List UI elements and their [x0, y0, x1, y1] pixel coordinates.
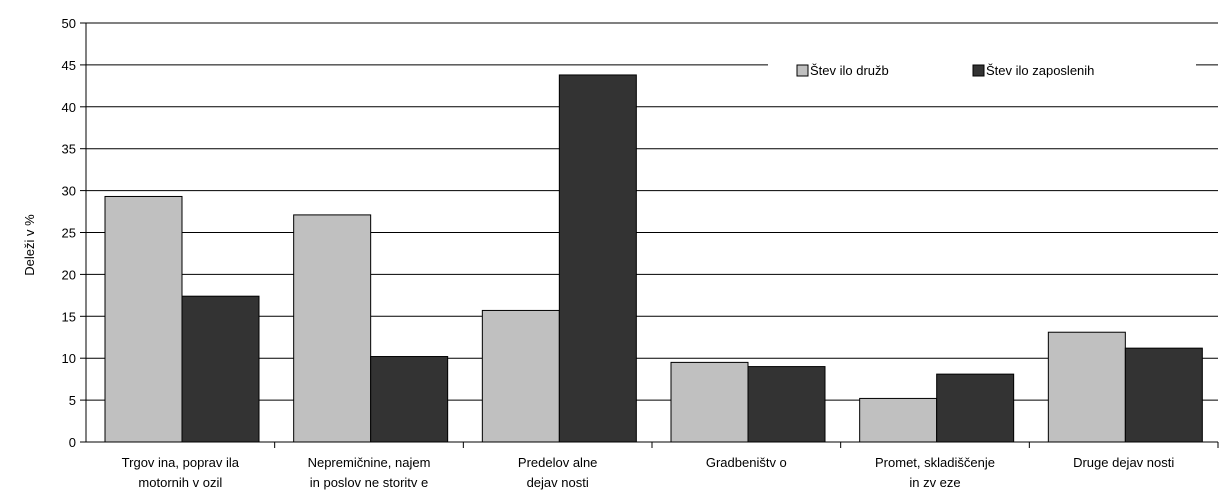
bar-stevilo-druzb: [670, 361, 749, 443]
legend-label: Štev ilo zaposlenih: [986, 63, 1094, 78]
bar-stevilo-druzb: [104, 195, 183, 443]
y-tick-labels: 0 5 10 15 20 25 30 35 40 45 50: [62, 16, 76, 450]
y-tick-label: 20: [62, 267, 76, 282]
y-tick-label: 45: [62, 58, 76, 73]
bar-stevilo-druzb: [481, 309, 560, 443]
bar-stevilo-zaposlenih: [936, 373, 1015, 443]
y-tick-label: 35: [62, 142, 76, 157]
axes: [80, 22, 1219, 448]
bars: [104, 74, 1203, 443]
x-tick-label: Trgov ina, poprav ila motornih v ozil: [122, 455, 240, 490]
legend-label: Štev ilo družb: [810, 63, 889, 78]
y-tick-label: 40: [62, 100, 76, 115]
x-tick-labels: Trgov ina, poprav ila motornih v ozil Nepr…: [122, 455, 1175, 490]
bar-stevilo-druzb: [293, 214, 372, 443]
bar-stevilo-zaposlenih: [181, 295, 260, 443]
y-tick-label: 0: [69, 435, 76, 450]
x-tick-label: Gradbeništv o: [706, 455, 787, 470]
y-tick-label: 25: [62, 226, 76, 241]
y-tick-label: 15: [62, 309, 76, 324]
bar-stevilo-zaposlenih: [370, 356, 449, 443]
y-tick-label: 30: [62, 184, 76, 199]
y-tick-label: 5: [69, 393, 76, 408]
x-tick-label: Nepremičnine, najem in poslov ne storitv …: [308, 455, 431, 490]
bar-stevilo-druzb: [859, 397, 938, 443]
legend: Štev ilo družb Štev ilo zaposlenih: [768, 58, 1196, 84]
x-tick-label: Predelov alne dejav nosti: [518, 455, 598, 490]
bar-stevilo-zaposlenih: [1124, 347, 1203, 443]
legend-swatch: [972, 64, 985, 77]
gridlines: [86, 22, 1218, 401]
y-tick-label: 10: [62, 351, 76, 366]
y-tick-label: 50: [62, 16, 76, 31]
x-tick-label: Druge dejav nosti: [1073, 455, 1174, 470]
bar-stevilo-zaposlenih: [747, 366, 826, 443]
y-axis-label: Deleži v %: [22, 214, 37, 276]
bar-stevilo-zaposlenih: [558, 74, 637, 443]
legend-swatch: [796, 64, 809, 77]
bar-stevilo-druzb: [1047, 331, 1126, 443]
x-tick-label: Promet, skladiščenje in zv eze: [875, 455, 995, 490]
